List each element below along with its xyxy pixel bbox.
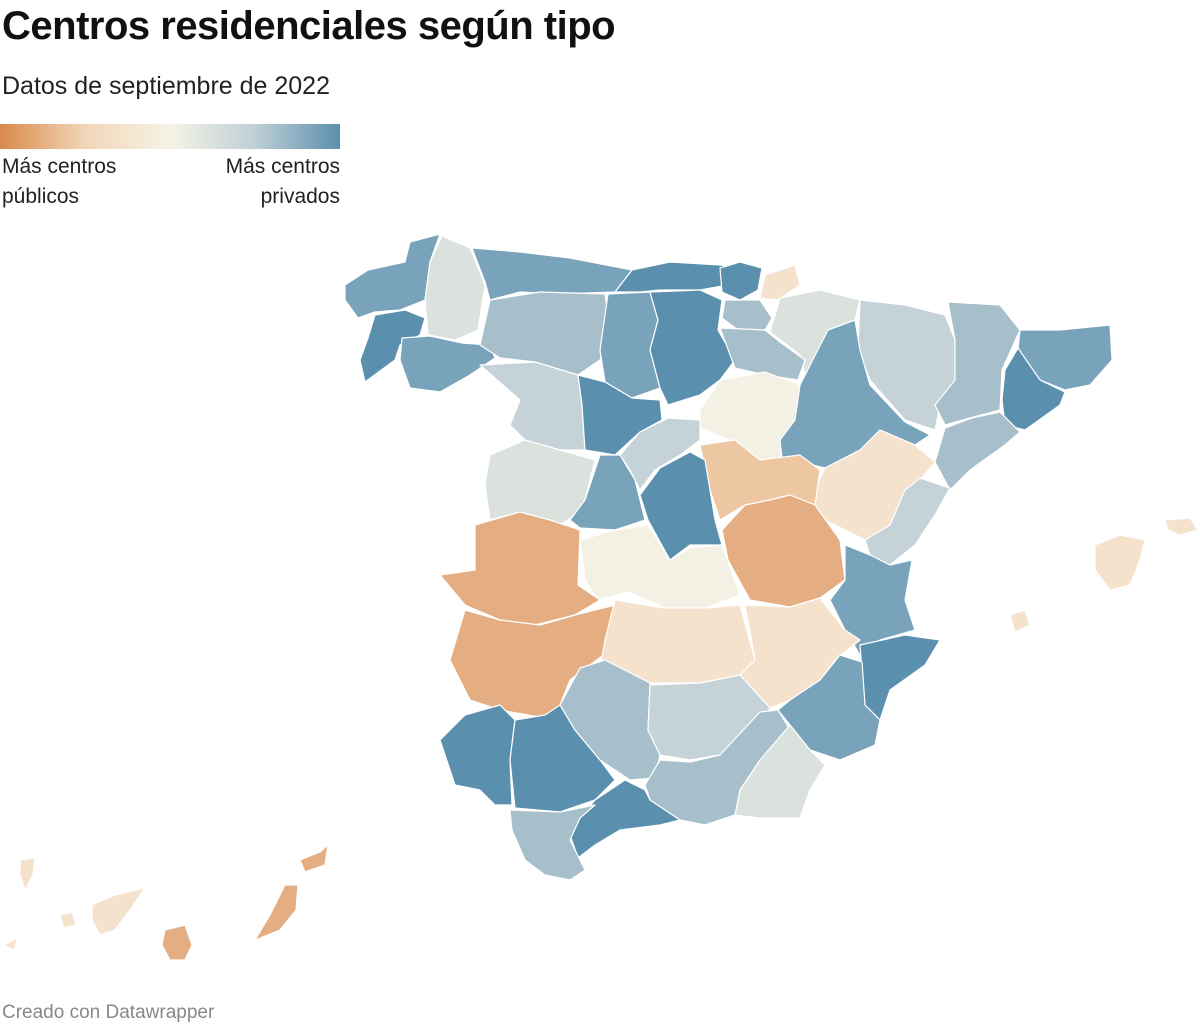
region-barcelona[interactable]: [1001, 347, 1066, 431]
page-title: Centros residenciales según tipo: [2, 4, 616, 48]
page-subtitle: Datos de septiembre de 2022: [2, 72, 330, 100]
region-bizkaia[interactable]: [719, 261, 763, 301]
region-pontevedra[interactable]: [359, 309, 426, 383]
region-murcia[interactable]: [777, 654, 881, 761]
region-tarragona[interactable]: [934, 411, 1021, 491]
region-cantabria[interactable]: [614, 261, 746, 293]
footer-credit: Creado con Datawrapper: [2, 1002, 215, 1023]
region-lleida[interactable]: [934, 301, 1021, 426]
region-zamora[interactable]: [479, 361, 586, 451]
region-gipuzkoa[interactable]: [759, 264, 801, 301]
legend-label-public: Más centros públicos: [2, 155, 117, 208]
region-lanzarote[interactable]: [299, 844, 329, 873]
region-la-rioja[interactable]: [719, 327, 806, 381]
region-avila[interactable]: [569, 454, 646, 531]
region-huelva[interactable]: [439, 704, 516, 806]
region-la-palma[interactable]: [19, 857, 36, 891]
region-el-hierro[interactable]: [3, 937, 19, 951]
region-mallorca[interactable]: [1094, 534, 1146, 591]
region-leon[interactable]: [479, 291, 611, 376]
region-menorca[interactable]: [1164, 517, 1199, 536]
region-fuerteventura[interactable]: [254, 884, 299, 941]
region-cuenca[interactable]: [721, 494, 846, 608]
region-almeria[interactable]: [734, 724, 826, 819]
region-madrid[interactable]: [639, 451, 723, 561]
region-gran-canaria[interactable]: [161, 924, 193, 961]
region-caceres[interactable]: [439, 511, 601, 626]
legend-label-private: Más centros privados: [225, 155, 340, 208]
region-alicante[interactable]: [859, 634, 941, 721]
color-legend: Más centros públicos Más centros privado…: [0, 124, 340, 208]
region-sevilla[interactable]: [509, 704, 616, 813]
region-cadiz[interactable]: [509, 804, 596, 881]
region-lugo[interactable]: [424, 235, 486, 341]
region-burgos[interactable]: [649, 289, 736, 406]
legend-gradient-bar: [0, 124, 340, 149]
region-tenerife[interactable]: [91, 887, 146, 936]
region-badajoz[interactable]: [449, 604, 616, 719]
region-valencia[interactable]: [829, 544, 916, 656]
region-castellon[interactable]: [864, 477, 951, 566]
region-la-gomera[interactable]: [59, 911, 77, 929]
region-alava[interactable]: [721, 299, 773, 331]
region-ibiza[interactable]: [1009, 609, 1031, 633]
